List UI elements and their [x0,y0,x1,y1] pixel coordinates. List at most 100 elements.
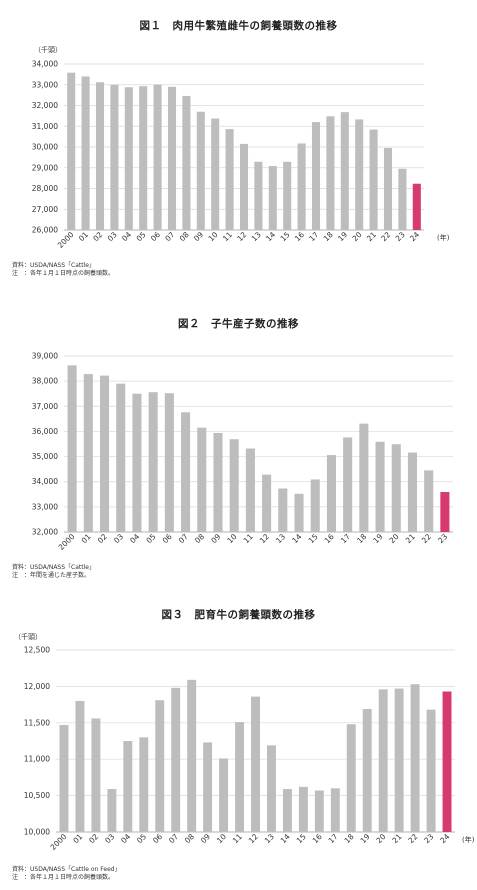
x-tick-label: 03 [103,832,116,845]
bar-07 [181,412,191,532]
bar-24 [442,691,452,832]
bar-05 [148,392,158,532]
figure-3-title: 図３ 肥育牛の飼養頭数の推移 [161,609,316,621]
y-tick-label: 32,000 [32,101,58,110]
bar-11 [225,129,234,230]
bar-17 [343,437,353,532]
x-tick-label: 05 [135,832,148,845]
bar-02 [91,718,101,832]
y-tick-label: 28,000 [32,184,58,193]
bar-18 [346,724,356,832]
x-tick-label: 08 [183,832,196,845]
bar-08 [182,95,191,230]
bar-08 [197,427,207,532]
bar-22 [424,470,434,532]
bar-11 [235,722,245,832]
bar-14 [282,789,292,832]
x-tick-label: 17 [327,832,340,845]
bar-07 [171,687,181,832]
y-tick-label: 31,000 [32,122,58,131]
figure-2-chart: 32,000 33,000 34,000 35,000 36,000 37,000 38,0… [32,352,453,552]
y-tick-label: 29,000 [32,163,58,172]
bar-16 [297,143,306,230]
y-tick-label: 39,000 [32,352,58,361]
bar-21 [369,129,378,230]
x-tick-label: 18 [343,832,356,845]
bar-01 [75,700,85,832]
bar-19 [340,112,349,230]
bar-09 [203,742,213,832]
bar-23 [426,709,436,832]
y-tick-label: 11,500 [24,718,50,727]
bar-03 [110,84,119,230]
bar-04 [123,741,133,832]
x-tick-label: 2000 [49,832,69,852]
bar-07 [167,86,177,230]
bar-13 [254,161,263,230]
bar-12 [239,143,249,230]
x-tick-label: 01 [71,832,84,845]
x-tick-label: 24 [438,832,451,845]
bar-10 [211,118,220,230]
bar-02 [99,375,110,532]
bar-10 [219,758,229,832]
x-tick-label: 13 [263,832,276,845]
y-tick-label: 10,500 [24,791,50,800]
bar-01 [81,76,90,230]
bar-18 [359,423,369,532]
bar-20 [355,119,364,230]
y-tick-label: 12,000 [24,682,50,691]
figure-3-notes: 資料：USDA/NASS「Cattle on Feed」 注 ：各年１月１日時点… [12,866,121,882]
bar-06 [153,84,162,230]
x-tick-label: 16 [311,832,324,845]
bar-19 [362,708,372,832]
bar-20 [391,444,401,532]
bar-16 [314,790,324,832]
bar-2000 [59,724,69,832]
figure-2-notes: 資料：USDA/NASS「Cattle」 注 ：年間を通じた産子数。 [12,564,95,580]
x-tick-label: 14 [279,832,292,845]
bar-04 [132,393,142,532]
bar-21 [407,452,418,532]
bar-17 [330,788,340,832]
figure-1-title: 図１ 肉用牛繁殖雌牛の飼養頭数の推移 [139,20,338,32]
bar-14 [268,166,277,230]
figure-1-notes: 資料：USDA/NASS「Cattle」 注 ：各年１月１日時点の飼養頭数。 [12,262,114,278]
y-tick-label: 34,000 [32,60,58,69]
x-tick-label: 09 [199,832,212,845]
x-tick-label: 19 [359,832,372,845]
bar-23 [398,168,407,230]
bar-24 [412,183,421,230]
x-tick-label: 06 [151,832,164,845]
bar-02 [95,82,105,230]
bar-12 [262,474,272,532]
bar-21 [394,688,404,832]
y-tick-label: 38,000 [32,377,58,386]
x-tick-label: 22 [406,832,419,845]
bar-12 [251,696,260,832]
bar-15 [310,479,320,532]
x-tick-label: 04 [119,832,132,845]
bar-18 [326,116,335,230]
figure-1-note: 注 ：各年１月１日時点の飼養頭数。 [12,270,115,277]
bar-23 [440,492,450,532]
bar-22 [410,684,420,832]
figure-1-chart: 26,000 27,000 28,000 29,000 30,000 31,000 32,0… [32,60,450,250]
figure-1-unit-label: （千頭） [34,46,62,54]
y-tick-label: 12,500 [24,646,50,655]
x-tick-label: 11 [231,832,244,845]
bar-03 [107,789,117,832]
bar-2000 [67,365,77,532]
figure-2-note: 注 ：年間を通じた産子数。 [12,572,91,579]
figure-3-unit-label: （千頭） [14,633,42,641]
bar-22 [383,148,393,230]
x-tick-label: 12 [247,832,260,845]
y-tick-label: 30,000 [32,143,58,152]
x-tick-label: 20 [374,832,387,845]
x-unit-label: (年) [462,835,475,844]
figure-2-title: 図２ 子牛産子数の推移 [178,318,299,330]
bar-06 [164,393,174,532]
bar-15 [283,161,292,230]
bar-15 [298,786,308,832]
